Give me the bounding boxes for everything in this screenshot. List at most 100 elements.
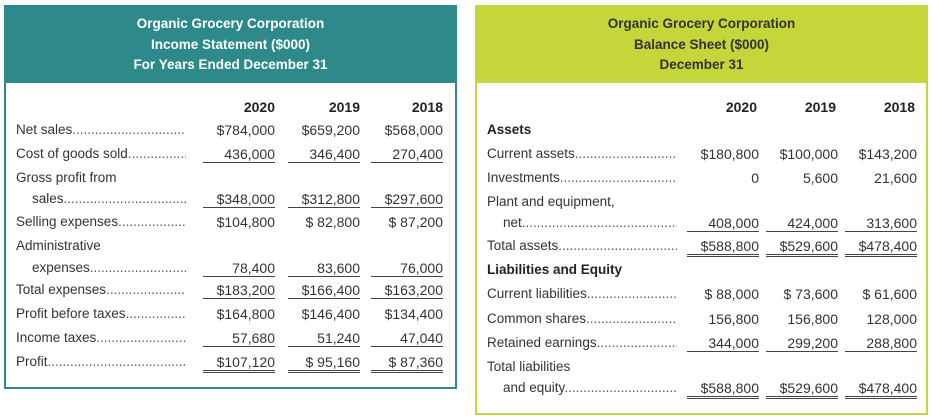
row-value: 288,800	[845, 335, 917, 352]
table-row: Income taxes............................…	[16, 330, 456, 350]
table-row: Profit before taxes.....................…	[16, 306, 456, 326]
statement-period: December 31	[659, 57, 744, 72]
row-value: $ 61,600	[862, 286, 918, 302]
row-value: 0	[751, 170, 759, 186]
row-label-text: Selling expenses	[16, 214, 119, 229]
row-label: Gross profit from	[16, 170, 186, 190]
row-label-text: Common shares	[487, 311, 587, 326]
row-value: 346,400	[288, 146, 360, 163]
row-value: $784,000	[216, 122, 275, 138]
row-value: 270,400	[371, 146, 443, 163]
row-value: $588,800	[687, 238, 759, 257]
row-label-text: net	[503, 215, 522, 230]
table-row: Plant and equipment,	[487, 194, 927, 214]
row-value: $ 87,360	[371, 354, 443, 373]
row-label: Liabilities and Equity	[487, 262, 677, 282]
row-value: $ 95,160	[288, 354, 360, 373]
row-label: and equity..............................…	[503, 380, 677, 400]
leader-dots: ........................................…	[47, 354, 186, 369]
row-value: 78,400	[203, 260, 275, 277]
row-label-text: Total liabilities	[487, 359, 571, 374]
leader-dots: ........................................…	[96, 330, 186, 345]
row-value: $163,200	[371, 282, 443, 299]
row-label-text: Administrative	[16, 238, 101, 253]
row-value: $ 87,200	[388, 214, 444, 230]
row-value: 76,000	[371, 260, 443, 277]
row-label: Current assets..........................…	[487, 146, 677, 166]
row-value: $659,200	[301, 122, 360, 138]
row-label: Profit..................................…	[16, 354, 186, 374]
row-value: 5,600	[802, 170, 838, 186]
row-label-text: Profit before taxes	[16, 306, 126, 321]
table-row: sales...................................…	[16, 191, 456, 211]
row-value: 156,800	[708, 311, 759, 327]
row-value: $107,120	[203, 354, 275, 373]
row-value: $100,000	[779, 146, 838, 162]
row-value: 57,680	[203, 330, 275, 347]
table-row: net.....................................…	[487, 215, 927, 235]
row-value: 83,600	[288, 260, 360, 277]
row-value: $104,800	[216, 214, 275, 230]
leader-dots: ........................................…	[63, 191, 186, 206]
row-value: $ 73,600	[783, 286, 839, 302]
row-label-text: Assets	[487, 122, 532, 137]
row-label-text: Plant and equipment,	[487, 194, 615, 209]
row-label-text: and equity	[503, 380, 565, 395]
row-value: 424,000	[766, 215, 838, 232]
row-value: 47,040	[371, 330, 443, 347]
row-label: Selling expenses........................…	[16, 214, 186, 234]
row-value: $183,200	[203, 282, 275, 299]
table-row: Investments.............................…	[487, 170, 927, 190]
year-header: 2019	[804, 99, 836, 115]
row-value: 156,800	[787, 311, 838, 327]
year-header: 2019	[328, 99, 360, 115]
row-label-text: Investments	[487, 170, 560, 185]
row-label-text: Total expenses	[16, 282, 107, 297]
row-label: net.....................................…	[503, 215, 677, 235]
leader-dots: ........................................…	[72, 122, 186, 137]
row-label: sales...................................…	[32, 191, 186, 211]
row-value: $568,000	[384, 122, 443, 138]
row-value: $ 88,000	[704, 286, 760, 302]
row-value: 344,000	[687, 335, 759, 352]
row-label: Common shares...........................…	[487, 311, 677, 331]
row-value: 51,240	[288, 330, 360, 347]
balance-sheet-header: Organic Grocery Corporation Balance Shee…	[477, 7, 926, 83]
row-label-text: Total assets	[487, 238, 559, 253]
year-header: 2018	[883, 99, 915, 115]
table-row: Selling expenses........................…	[16, 214, 456, 234]
table-row: Total assets............................…	[487, 238, 927, 258]
table-row: Administrative	[16, 238, 456, 258]
row-label-text: Cost of goods sold	[16, 146, 128, 161]
row-value: 436,000	[203, 146, 275, 163]
leader-dots: ........................................…	[586, 311, 677, 326]
row-value: $588,800	[687, 380, 759, 399]
table-row: Profit..................................…	[16, 354, 456, 374]
table-row: Liabilities and Equity	[487, 262, 927, 282]
row-value: $297,600	[371, 191, 443, 208]
row-label: Current liabilities.....................…	[487, 286, 677, 306]
year-header: 2020	[243, 99, 275, 115]
leader-dots: ........................................…	[558, 238, 677, 253]
row-value: $478,400	[845, 380, 917, 399]
row-label-text: Retained earnings	[487, 335, 597, 350]
statement-title: Balance Sheet ($000)	[633, 36, 770, 52]
row-label: expenses................................…	[32, 260, 186, 280]
row-label: Retained earnings.......................…	[487, 335, 677, 355]
statement-period: For Years Ended December 31	[133, 57, 328, 72]
table-row: Gross profit from	[16, 170, 456, 190]
table-row: and equity..............................…	[487, 380, 927, 400]
row-label: Total assets............................…	[487, 238, 677, 258]
company-name: Organic Grocery Corporation	[136, 16, 325, 31]
row-label-text: Liabilities and Equity	[487, 262, 623, 277]
row-label: Income taxes............................…	[16, 330, 186, 350]
table-row: Retained earnings.......................…	[487, 335, 927, 355]
table-row: Common shares...........................…	[487, 311, 927, 331]
row-value: $529,600	[766, 238, 838, 257]
row-value: $ 82,800	[305, 214, 361, 230]
row-label-text: Current assets	[487, 146, 575, 161]
balance-sheet-panel: Organic Grocery Corporation Balance Shee…	[475, 5, 928, 415]
row-label: Net sales...............................…	[16, 122, 186, 142]
leader-dots: ........................................…	[127, 146, 186, 161]
row-label: Plant and equipment,	[487, 194, 677, 214]
